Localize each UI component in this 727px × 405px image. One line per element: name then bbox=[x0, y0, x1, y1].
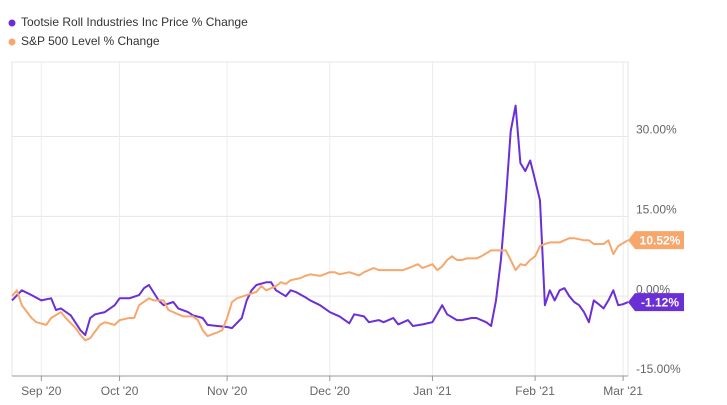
y-tick-label: -15.00% bbox=[636, 362, 681, 376]
legend-entry: S&P 500 Level % Change bbox=[8, 34, 160, 48]
end-value-tag: 10.52% bbox=[628, 231, 684, 250]
end-value-label: 10.52% bbox=[640, 233, 681, 247]
x-tick-label: Jan '21 bbox=[413, 384, 452, 398]
series-line bbox=[11, 237, 629, 342]
legend-marker bbox=[8, 38, 16, 46]
y-tick-label: 0.00% bbox=[636, 282, 670, 296]
x-tick-label: Dec '20 bbox=[310, 384, 351, 398]
y-tick-label: 15.00% bbox=[636, 203, 677, 217]
x-tick-label: Sep '20 bbox=[21, 384, 62, 398]
legend-label: Tootsie Roll Industries Inc Price % Chan… bbox=[21, 15, 248, 29]
end-value-tag: -1.12% bbox=[628, 293, 684, 312]
x-tick-label: Oct '20 bbox=[101, 384, 139, 398]
y-tick-label: 30.00% bbox=[636, 123, 677, 137]
legend-label: S&P 500 Level % Change bbox=[21, 34, 160, 48]
x-tick-label: Nov '20 bbox=[207, 384, 248, 398]
x-tick-label: Feb '21 bbox=[515, 384, 555, 398]
end-value-box bbox=[628, 293, 684, 312]
end-value-label: -1.12% bbox=[641, 295, 679, 309]
series-line bbox=[11, 104, 629, 336]
x-tick-label: Mar '21 bbox=[603, 384, 643, 398]
end-value-box bbox=[628, 231, 684, 250]
legend-marker bbox=[8, 19, 16, 27]
legend-entry: Tootsie Roll Industries Inc Price % Chan… bbox=[8, 15, 248, 29]
